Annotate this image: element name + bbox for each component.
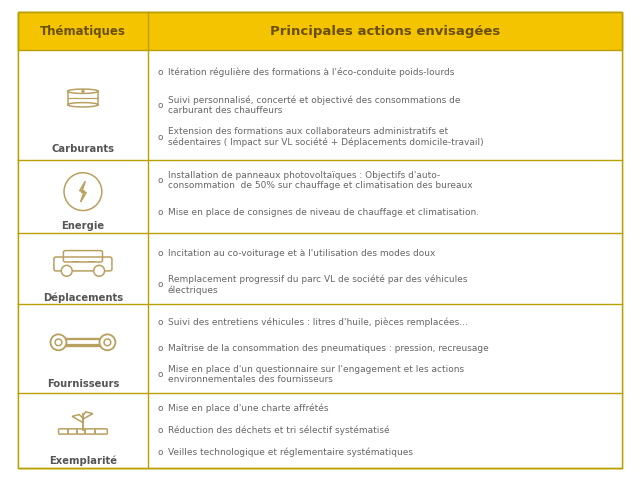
Text: Suivi des entretiens véhicules : litres d'huile, pièces remplacées...: Suivi des entretiens véhicules : litres …: [168, 318, 468, 327]
Text: Maîtrise de la consommation des pneumatiques : pression, recreusage: Maîtrise de la consommation des pneumati…: [168, 344, 488, 353]
Text: Principales actions envisagées: Principales actions envisagées: [270, 24, 500, 37]
Text: o: o: [158, 133, 163, 142]
Circle shape: [99, 335, 115, 350]
Text: Suivi personnalisé, concerté et objectivé des consommations de
carburant des cha: Suivi personnalisé, concerté et objectiv…: [168, 95, 460, 115]
Text: Veilles technologique et réglementaire systématiques: Veilles technologique et réglementaire s…: [168, 448, 413, 457]
Text: o: o: [158, 208, 163, 217]
Circle shape: [61, 265, 72, 276]
Text: Carburants: Carburants: [51, 144, 115, 154]
Text: Fournisseurs: Fournisseurs: [47, 379, 119, 389]
Text: Extension des formations aux collaborateurs administratifs et
sédentaires ( Impa: Extension des formations aux collaborate…: [168, 127, 483, 147]
Bar: [18, 50, 622, 160]
Text: o: o: [158, 280, 163, 289]
Text: Mise en place d'un questionnaire sur l'engagement et les actions
environnemental: Mise en place d'un questionnaire sur l'e…: [168, 365, 464, 384]
Bar: [18, 160, 622, 233]
Ellipse shape: [68, 103, 98, 107]
Bar: [18, 233, 622, 304]
Circle shape: [82, 90, 84, 93]
Text: Réduction des déchets et tri sélectif systématisé: Réduction des déchets et tri sélectif sy…: [168, 426, 390, 435]
Ellipse shape: [68, 89, 98, 94]
Text: Mise en place d'une charte affrétés: Mise en place d'une charte affrétés: [168, 404, 328, 413]
Text: Remplacement progressif du parc VL de société par des véhicules
électriques: Remplacement progressif du parc VL de so…: [168, 274, 467, 295]
Bar: [18, 12, 622, 50]
Text: o: o: [158, 318, 163, 327]
Bar: [18, 12, 622, 50]
Bar: [18, 393, 622, 468]
Text: Déplacements: Déplacements: [43, 292, 123, 302]
Text: o: o: [158, 426, 163, 435]
Text: Installation de panneaux photovoltaïques : Objectifs d'auto-
consommation  de 50: Installation de panneaux photovoltaïques…: [168, 171, 472, 191]
Text: o: o: [158, 249, 163, 258]
Text: o: o: [158, 68, 163, 77]
Text: Incitation au co-voiturage et à l'utilisation des modes doux: Incitation au co-voiturage et à l'utilis…: [168, 249, 435, 258]
Text: o: o: [158, 344, 163, 353]
Text: o: o: [158, 176, 163, 185]
Text: Mise en place de consignes de niveau de chauffage et climatisation.: Mise en place de consignes de niveau de …: [168, 208, 479, 217]
Text: o: o: [158, 370, 163, 379]
Circle shape: [93, 265, 104, 276]
Text: Energie: Energie: [61, 221, 104, 231]
Text: o: o: [158, 100, 163, 109]
Text: Itération régulière des formations à l'éco-conduite poids-lourds: Itération régulière des formations à l'é…: [168, 68, 454, 77]
Text: o: o: [158, 448, 163, 457]
Bar: [18, 304, 622, 393]
Text: Exemplarité: Exemplarité: [49, 455, 117, 466]
Circle shape: [51, 335, 67, 350]
Text: Thématiques: Thématiques: [40, 24, 126, 37]
Text: o: o: [158, 404, 163, 413]
